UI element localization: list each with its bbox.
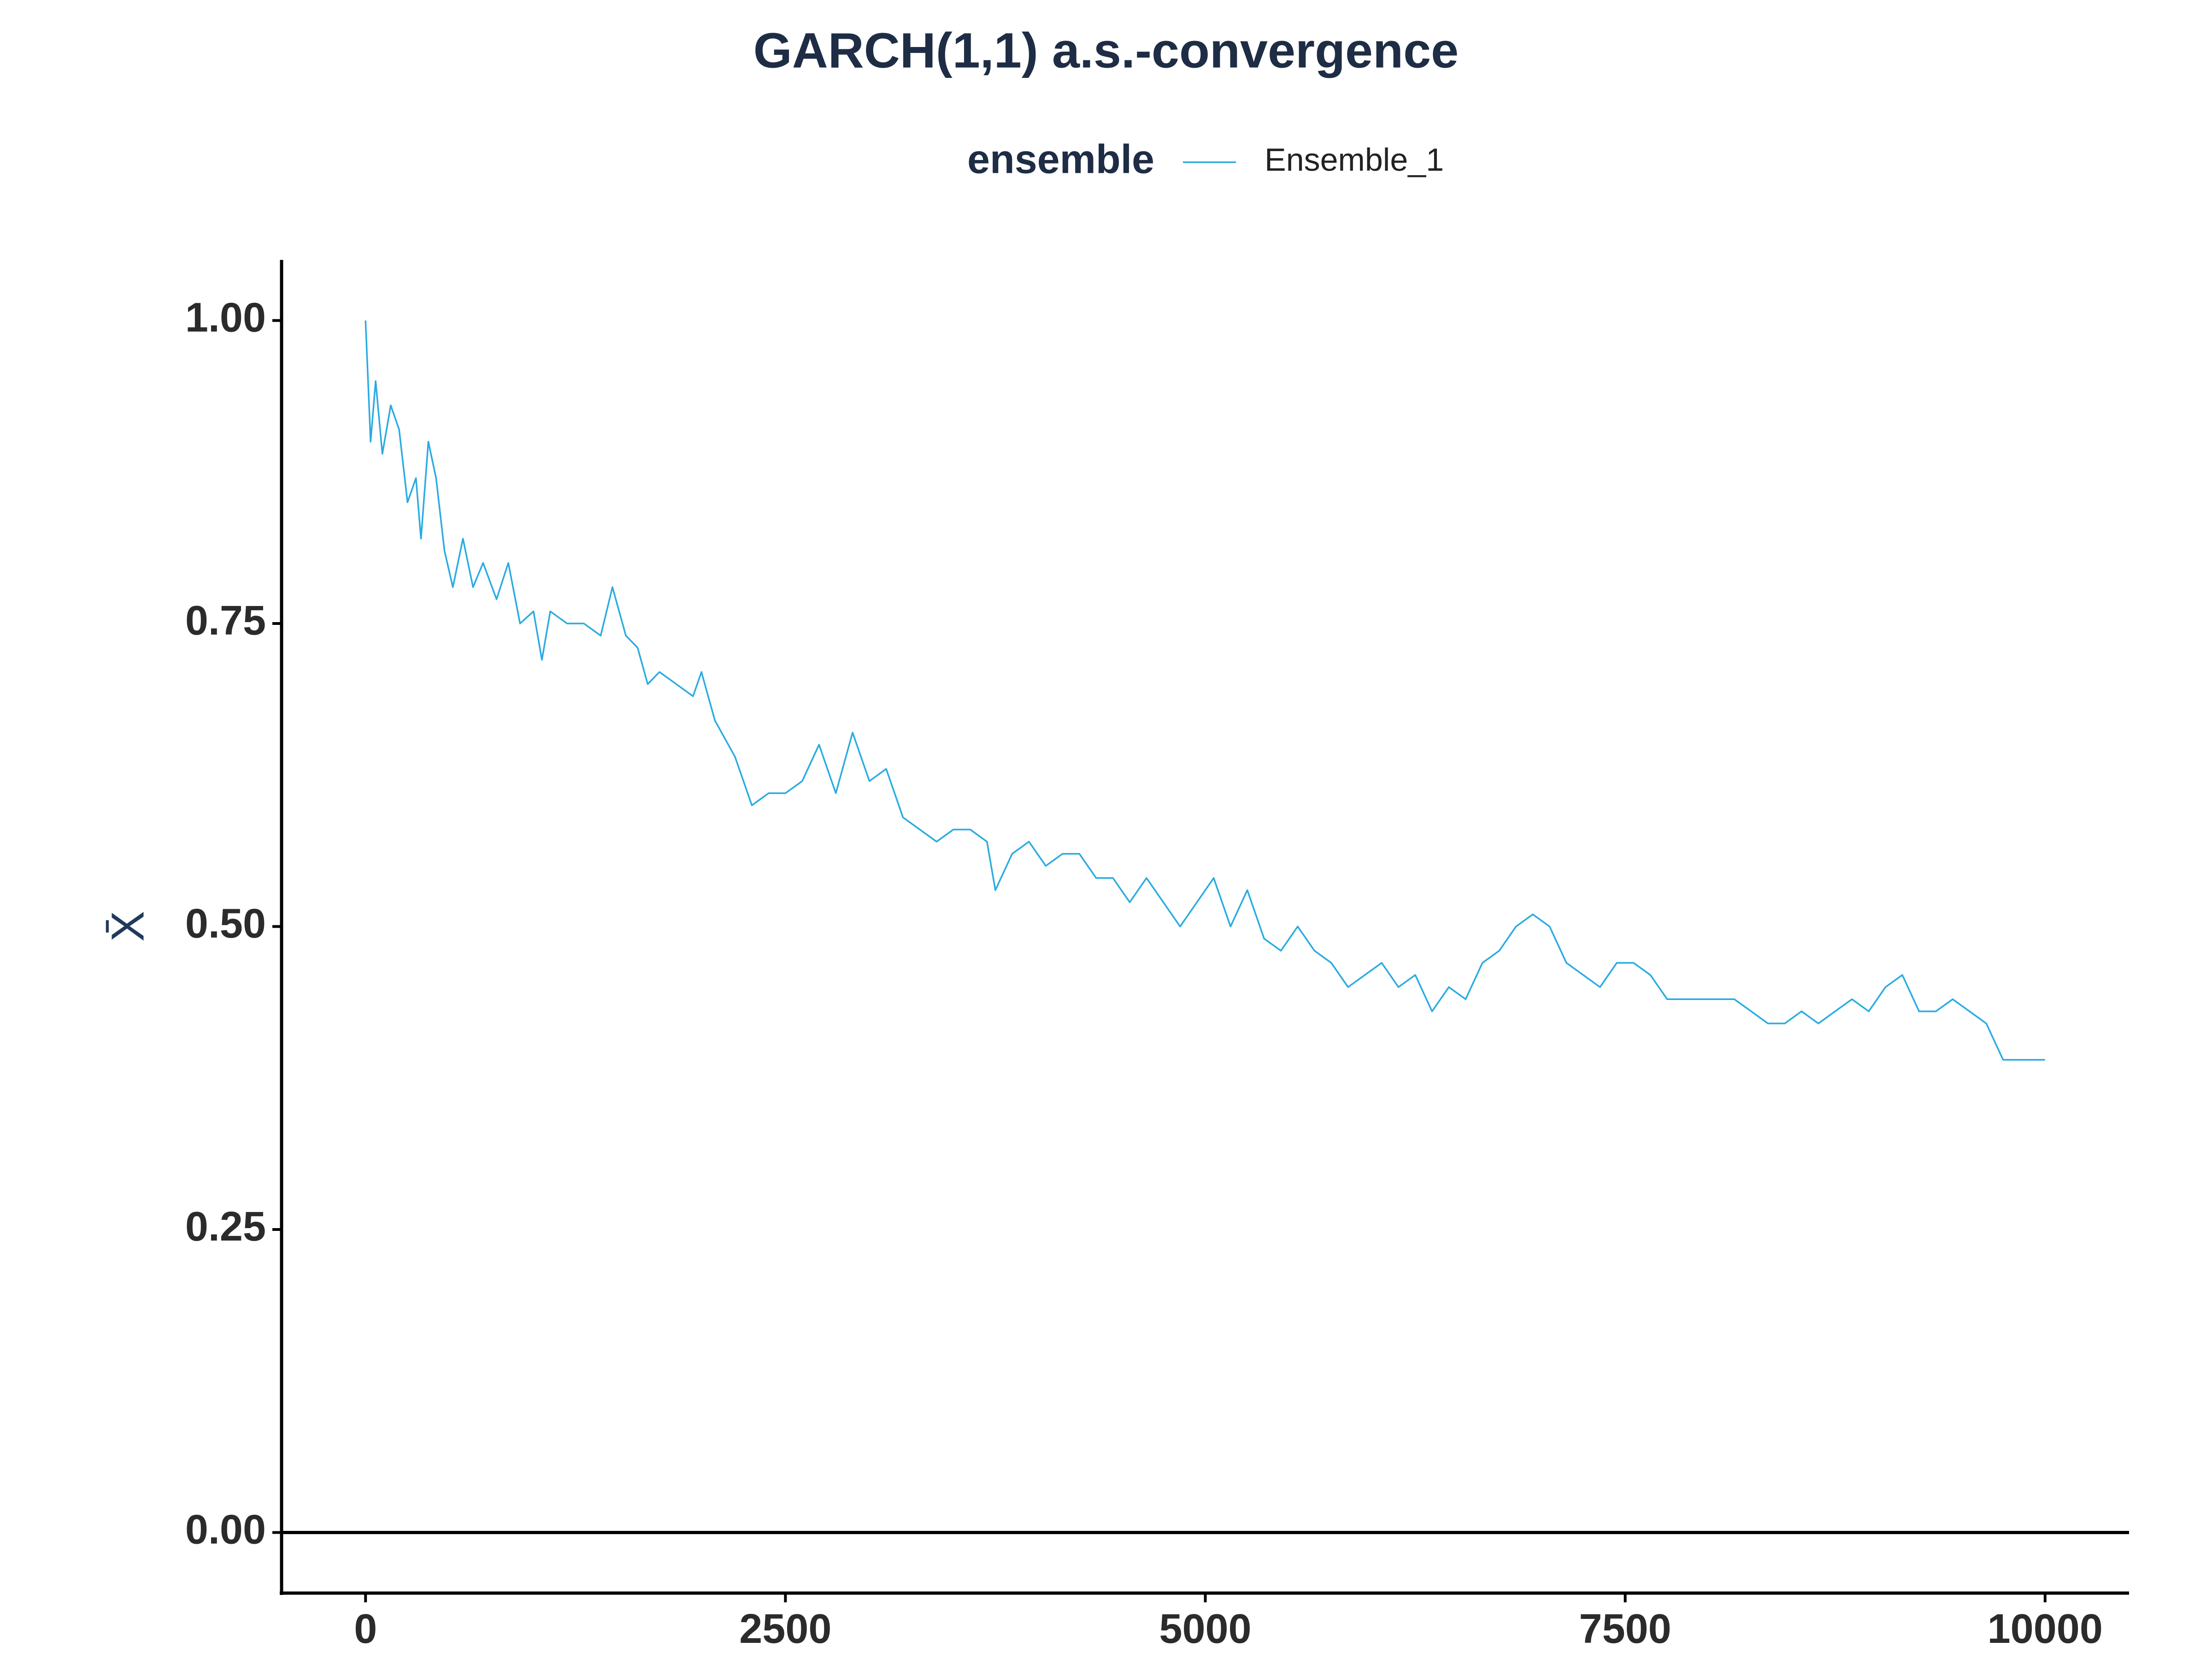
x-tick-label: 2500 bbox=[739, 1606, 831, 1652]
y-tick-label: 1.00 bbox=[185, 294, 266, 341]
x-tick-label: 7500 bbox=[1579, 1606, 1671, 1652]
legend-title: ensemble bbox=[967, 136, 1154, 182]
legend-entry: Ensemble_1 bbox=[1265, 141, 1444, 177]
y-tick-label: 0.50 bbox=[185, 900, 266, 947]
x-tick-label: 0 bbox=[354, 1606, 377, 1652]
data-line bbox=[365, 320, 2045, 1061]
chart-title: GARCH(1,1) a.s.-convergence bbox=[753, 23, 1459, 78]
x-tick-label: 10000 bbox=[1988, 1606, 2103, 1652]
x-tick-label: 5000 bbox=[1159, 1606, 1251, 1652]
y-axis-label: X̄ bbox=[102, 911, 153, 942]
y-tick-label: 0.00 bbox=[185, 1506, 266, 1553]
y-tick-label: 0.75 bbox=[185, 598, 266, 644]
y-tick-label: 0.25 bbox=[185, 1204, 266, 1250]
